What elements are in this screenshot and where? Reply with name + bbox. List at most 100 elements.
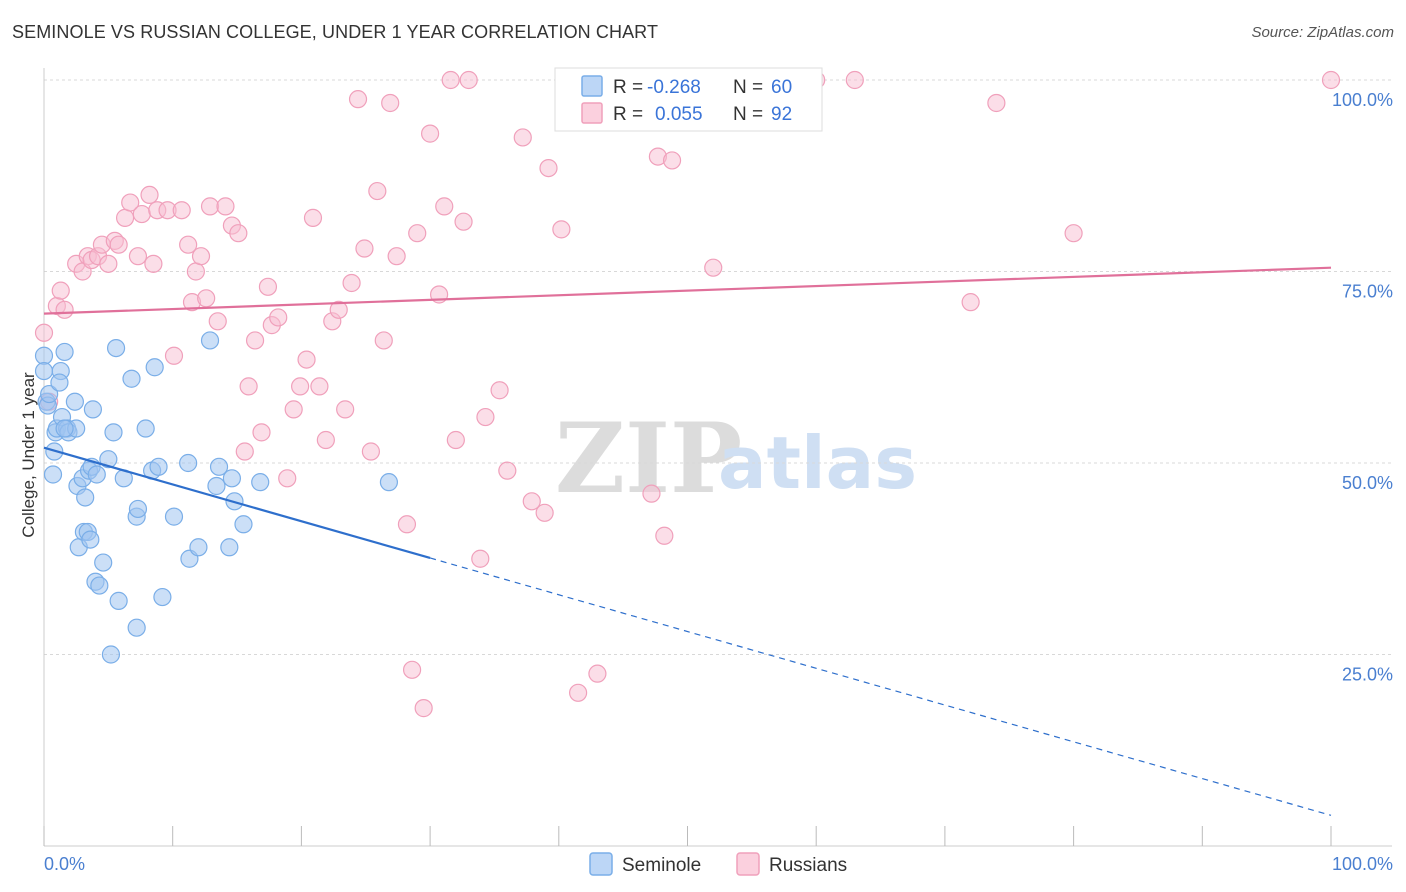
point-russians-26 (186, 262, 205, 281)
point-russians-70 (471, 549, 490, 568)
point-russians-42 (284, 400, 303, 419)
point-russians-4 (55, 300, 74, 319)
point-russians-67 (446, 430, 465, 450)
point-russians-73 (498, 461, 517, 480)
point-seminole-40 (127, 618, 146, 637)
point-seminole-51 (207, 476, 226, 496)
legend-r-label-1: R = (613, 77, 643, 98)
legend-n-label-1: N = (733, 77, 763, 98)
point-seminole-26 (83, 400, 103, 419)
point-russians-85 (662, 151, 682, 170)
legend-r-label-2: R = (613, 104, 643, 125)
point-russians-37 (252, 423, 271, 442)
point-seminole-56 (234, 515, 253, 534)
point-russians-3 (51, 281, 70, 300)
point-russians-40 (269, 308, 288, 327)
legend-swatch-russians (581, 102, 603, 124)
point-seminole-58 (379, 473, 399, 492)
point-seminole-5 (43, 465, 63, 484)
y-tick-label-2: 50.0% (1342, 473, 1393, 493)
legend-r-value-seminole: -0.268 (647, 77, 701, 98)
point-seminole-33 (104, 423, 123, 442)
point-russians-66 (441, 70, 460, 90)
point-russians-45 (303, 208, 323, 227)
point-seminole-59 (55, 419, 74, 438)
point-russians-69 (459, 70, 478, 90)
point-russians-27 (191, 247, 211, 266)
point-seminole-57 (251, 473, 270, 492)
point-russians-18 (140, 185, 159, 204)
point-seminole-52 (209, 457, 229, 476)
point-seminole-44 (149, 457, 168, 476)
point-seminole-31 (99, 450, 118, 469)
point-russians-22 (164, 346, 184, 365)
point-russians-50 (336, 400, 355, 419)
point-seminole-15 (65, 392, 84, 411)
y-axis-label: College, Under 1 year (19, 372, 38, 538)
point-seminole-49 (189, 538, 208, 557)
point-russians-65 (435, 197, 454, 216)
point-seminole-0 (34, 346, 54, 365)
point-seminole-50 (200, 331, 220, 350)
point-seminole-21 (76, 488, 95, 507)
point-russians-46 (310, 377, 329, 396)
point-russians-11 (99, 254, 118, 273)
point-russians-41 (278, 469, 297, 488)
point-russians-36 (245, 331, 265, 350)
point-russians-31 (216, 197, 235, 216)
point-russians-13 (109, 235, 128, 254)
point-seminole-39 (128, 499, 148, 519)
point-seminole-34 (106, 339, 126, 358)
point-russians-16 (128, 247, 148, 266)
point-seminole-46 (164, 507, 184, 526)
point-russians-19 (144, 254, 163, 273)
point-russians-14 (115, 208, 135, 227)
legend-swatch-seminole (581, 75, 603, 97)
point-russians-61 (408, 224, 427, 243)
point-russians-84 (655, 526, 674, 545)
point-russians-80 (588, 664, 607, 683)
point-russians-72 (490, 381, 509, 400)
point-russians-92 (1321, 70, 1341, 90)
point-seminole-4 (40, 384, 59, 404)
bottom-legend-label-seminole: Seminole (622, 855, 701, 876)
point-russians-17 (132, 204, 151, 224)
point-russians-62 (414, 699, 433, 718)
x-tick-label-1: 100.0% (1332, 854, 1393, 874)
point-russians-28 (197, 289, 216, 308)
point-russians-77 (539, 158, 558, 178)
point-russians-75 (522, 492, 541, 511)
point-russians-52 (348, 90, 368, 109)
y-tick-label-1: 75.0% (1342, 282, 1393, 302)
chart-source: Source: ZipAtlas.com (1251, 24, 1394, 41)
point-russians-60 (402, 660, 422, 679)
legend-n-value-russians: 92 (771, 104, 792, 125)
point-russians-78 (552, 220, 571, 239)
y-tick-label-3: 25.0% (1342, 665, 1393, 685)
x-tick-label-0: 0.0% (44, 854, 85, 874)
point-russians-51 (342, 273, 361, 293)
point-russians-71 (476, 407, 495, 427)
point-seminole-53 (220, 538, 239, 557)
point-russians-54 (361, 442, 380, 461)
point-seminole-41 (136, 419, 155, 438)
point-russians-44 (297, 350, 316, 369)
tick-labels: 100.0% 75.0% 50.0% 25.0% 0.0% 100.0% (44, 90, 1393, 874)
correlation-legend: R = -0.268 N = 60 R = 0.055 N = 92 (554, 67, 823, 132)
point-russians-89 (961, 293, 980, 312)
point-russians-55 (368, 181, 387, 201)
point-seminole-10 (50, 373, 69, 392)
point-russians-23 (172, 201, 191, 220)
point-russians-29 (200, 197, 220, 216)
point-seminole-47 (179, 453, 198, 473)
point-russians-56 (374, 331, 393, 350)
point-seminole-12 (55, 342, 74, 362)
point-russians-53 (355, 239, 374, 258)
legend-n-label-2: N = (733, 104, 763, 125)
watermark-atlas: atlas (718, 421, 917, 505)
point-russians-38 (258, 277, 278, 296)
point-russians-33 (229, 224, 248, 243)
trend-lines (43, 266, 1332, 816)
point-russians-43 (291, 377, 310, 396)
